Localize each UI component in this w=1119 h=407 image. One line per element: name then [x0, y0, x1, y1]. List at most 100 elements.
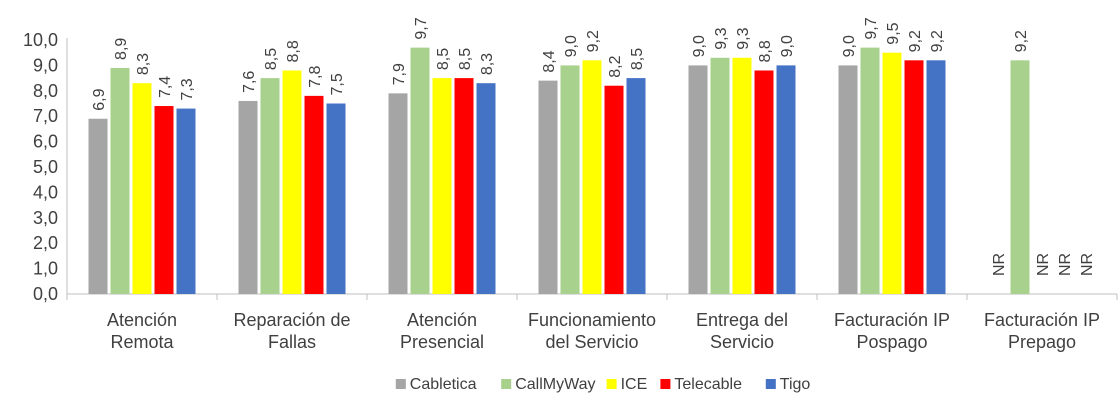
x-tick-label: Entrega del: [696, 310, 788, 330]
x-tick-label: Atención: [407, 310, 477, 330]
data-label: 8,8: [285, 40, 302, 62]
bar: [432, 78, 452, 294]
x-tick-label: Facturación IP: [984, 310, 1100, 330]
data-label: 9,7: [413, 17, 430, 39]
data-label: 9,2: [929, 30, 946, 52]
bar: [304, 95, 324, 294]
legend-swatch: [606, 379, 617, 389]
x-tick-label: Servicio: [710, 332, 774, 352]
data-label: 8,9: [113, 38, 130, 60]
data-label: 7,8: [307, 66, 324, 88]
bar: [626, 78, 646, 294]
data-label: 7,6: [241, 71, 258, 93]
data-label: 9,5: [885, 22, 902, 44]
data-label: 9,2: [907, 30, 924, 52]
data-label: 8,5: [629, 48, 646, 70]
bar: [732, 57, 752, 294]
bar: [326, 103, 346, 294]
y-tick-label: 9,0: [33, 55, 58, 75]
data-label: 9,2: [585, 30, 602, 52]
y-tick-label: 6,0: [33, 132, 58, 152]
data-label: 9,0: [563, 35, 580, 57]
y-tick-label: 10,0: [23, 30, 58, 50]
legend-swatch: [395, 379, 406, 389]
data-label: 8,5: [435, 48, 452, 70]
legend-swatch: [765, 379, 776, 389]
data-label: 7,5: [329, 73, 346, 95]
bar: [154, 106, 174, 294]
legend-label: Telecable: [674, 376, 742, 393]
bar: [176, 108, 196, 294]
bar: [926, 60, 946, 294]
bar: [454, 78, 474, 294]
x-tick-label: Fallas: [268, 332, 316, 352]
bar: [476, 83, 496, 295]
data-label: 8,8: [757, 40, 774, 62]
bar: [582, 60, 602, 294]
y-tick-label: 3,0: [33, 208, 58, 228]
data-label: 9,2: [1013, 30, 1030, 52]
x-tick-label: Atención: [107, 310, 177, 330]
data-label: NR: [1079, 253, 1096, 276]
bar: [904, 60, 924, 294]
bar: [110, 67, 130, 294]
y-tick-label: 8,0: [33, 81, 58, 101]
data-label: NR: [991, 253, 1008, 276]
data-label: 9,0: [691, 35, 708, 57]
y-tick-label: 2,0: [33, 233, 58, 253]
data-label: 9,7: [863, 17, 880, 39]
data-label: 8,3: [135, 53, 152, 75]
x-tick-label: Reparación de: [233, 310, 350, 330]
data-label: 7,4: [157, 76, 174, 98]
bar: [560, 65, 580, 295]
bar: [238, 100, 258, 295]
bar: [688, 65, 708, 295]
bar: [754, 70, 774, 294]
data-label: NR: [1057, 253, 1074, 276]
data-label: NR: [1035, 253, 1052, 276]
bar: [604, 85, 624, 294]
legend-label: ICE: [621, 376, 648, 393]
data-label: 9,0: [779, 35, 796, 57]
y-tick-label: 1,0: [33, 259, 58, 279]
data-label: 8,4: [541, 50, 558, 72]
bar: [260, 78, 280, 294]
bar: [132, 83, 152, 295]
bar: [282, 70, 302, 294]
data-label: 8,2: [607, 55, 624, 77]
y-tick-label: 0,0: [33, 284, 58, 304]
data-label: 6,9: [91, 88, 108, 110]
bar: [776, 65, 796, 295]
x-tick-label: Presencial: [400, 332, 484, 352]
data-label: 9,0: [841, 35, 858, 57]
x-tick-label: Prepago: [1008, 332, 1076, 352]
x-tick-label: Funcionamiento: [528, 310, 656, 330]
bar: [388, 93, 408, 294]
legend-swatch: [501, 379, 512, 389]
legend-label: Cabletica: [410, 376, 477, 393]
bar: [860, 47, 880, 295]
bar: [538, 80, 558, 294]
x-tick-label: del Servicio: [545, 332, 638, 352]
data-label: 7,3: [179, 78, 196, 100]
x-tick-label: Facturación IP: [834, 310, 950, 330]
data-label: 8,5: [457, 48, 474, 70]
bar: [710, 57, 730, 294]
bar: [88, 118, 108, 295]
y-tick-label: 4,0: [33, 182, 58, 202]
bar: [1010, 60, 1030, 294]
data-label: 8,3: [479, 53, 496, 75]
data-label: 9,3: [713, 27, 730, 49]
data-label: 9,3: [735, 27, 752, 49]
y-tick-label: 5,0: [33, 157, 58, 177]
x-tick-label: Remota: [110, 332, 174, 352]
data-label: 7,9: [391, 63, 408, 85]
legend-label: CallMyWay: [515, 376, 595, 393]
x-tick-label: Pospago: [856, 332, 927, 352]
y-tick-label: 7,0: [33, 106, 58, 126]
legend-label: Tigo: [780, 376, 811, 393]
bar: [838, 65, 858, 295]
bar: [410, 47, 430, 295]
